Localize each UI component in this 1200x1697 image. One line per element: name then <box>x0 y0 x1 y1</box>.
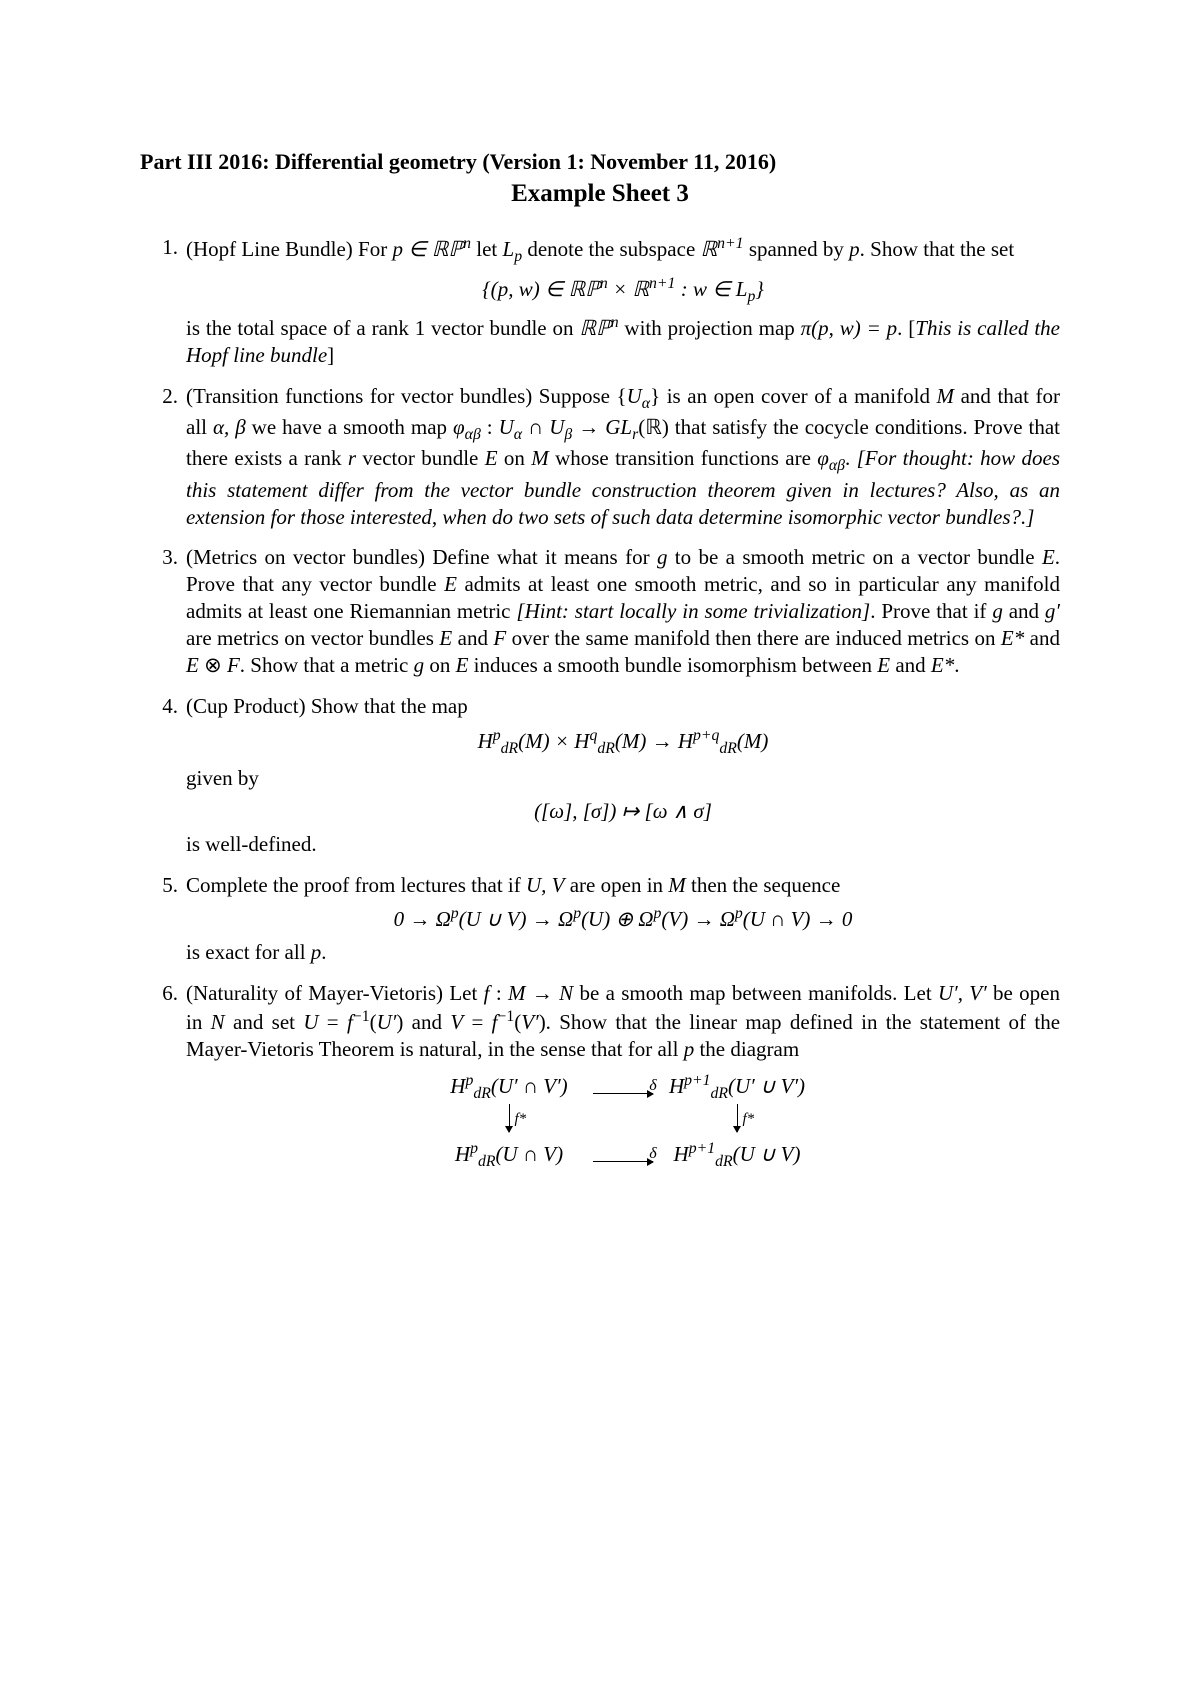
diagram-varrow-left: f* <box>439 1104 579 1139</box>
course-title: Part III 2016: Differential geometry (Ve… <box>140 148 1060 176</box>
problem-number: 3. <box>140 544 186 678</box>
text: . [ <box>897 316 915 340</box>
math: p <box>849 237 860 261</box>
problem-number: 1. <box>140 234 186 368</box>
text: Show that the map <box>306 694 468 718</box>
text: spanned by <box>744 237 850 261</box>
display-equation: {(p, w) ∈ ℝℙn × ℝn+1 : w ∈ Lp} <box>186 274 1060 307</box>
problem-number: 2. <box>140 383 186 531</box>
text: is exact for all p. <box>186 940 327 964</box>
display-equation: ([ω], [σ]) ↦ [ω ∧ σ] <box>186 798 1060 825</box>
diagram-varrow-right: f* <box>667 1104 807 1139</box>
diagram-row-top: HpdR(U′ ∩ V′) δ Hp+1dR(U′ ∪ V′) <box>186 1071 1060 1105</box>
math: Lp <box>503 237 523 261</box>
problem-body: (Metrics on vector bundles) Define what … <box>186 544 1060 678</box>
problem-3: 3. (Metrics on vector bundles) Define wh… <box>140 544 1060 678</box>
problem-body: (Transition functions for vector bundles… <box>186 383 1060 531</box>
problem-body: Complete the proof from lectures that if… <box>186 872 1060 967</box>
problem-body: (Cup Product) Show that the map HpdR(M) … <box>186 693 1060 858</box>
diagram-cell-bl: HpdR(U ∩ V) <box>439 1139 579 1172</box>
math: ℝn+1 <box>701 237 744 261</box>
arrow-label: f* <box>743 1110 755 1129</box>
problem-6: 6. (Naturality of Mayer-Vietoris) Let f … <box>140 980 1060 1181</box>
title-block: Part III 2016: Differential geometry (Ve… <box>140 148 1060 210</box>
diagram-cell-br: Hp+1dR(U ∪ V) <box>667 1139 807 1172</box>
text: with projection map <box>619 316 801 340</box>
diagram-arrow-top: δ <box>593 1074 653 1101</box>
math: p ∈ ℝℙn <box>392 237 471 261</box>
text: let <box>471 237 503 261</box>
diagram-row-mid: f* f* <box>186 1105 1060 1139</box>
text: . Show that the set <box>860 237 1015 261</box>
problem-number: 6. <box>140 980 186 1181</box>
diagram-cell-tl: HpdR(U′ ∩ V′) <box>439 1071 579 1104</box>
problem-2: 2. (Transition functions for vector bund… <box>140 383 1060 531</box>
arrow-label: δ <box>623 1076 683 1096</box>
problem-4: 4. (Cup Product) Show that the map HpdR(… <box>140 693 1060 858</box>
math: π(p, w) = p <box>801 316 898 340</box>
problem-1: 1. (Hopf Line Bundle) For p ∈ ℝℙn let Lp… <box>140 234 1060 368</box>
arrow-label: δ <box>623 1144 683 1164</box>
problem-label: (Hopf Line Bundle) <box>186 237 353 261</box>
problem-5: 5. Complete the proof from lectures that… <box>140 872 1060 967</box>
hint-text: [Hint: start locally in some trivializat… <box>516 599 870 623</box>
text: ] <box>327 343 334 367</box>
problem-label: (Transition functions for vector bundles… <box>186 384 532 408</box>
problem-label: (Cup Product) <box>186 694 306 718</box>
text: is well-defined. <box>186 832 317 856</box>
problem-body: (Naturality of Mayer-Vietoris) Let f : M… <box>186 980 1060 1181</box>
sheet-title: Example Sheet 3 <box>140 178 1060 210</box>
problem-list: 1. (Hopf Line Bundle) For p ∈ ℝℙn let Lp… <box>140 234 1060 1181</box>
text: given by <box>186 766 259 790</box>
display-equation: HpdR(M) × HqdR(M) → Hp+qdR(M) <box>186 726 1060 759</box>
text: Complete the proof from lectures that if… <box>186 873 840 897</box>
page: Part III 2016: Differential geometry (Ve… <box>0 0 1200 1181</box>
diagram-cell-tr: Hp+1dR(U′ ∪ V′) <box>667 1071 807 1104</box>
problem-label: (Metrics on vector bundles) <box>186 545 425 569</box>
diagram-row-bottom: HpdR(U ∩ V) δ Hp+1dR(U ∪ V) <box>186 1139 1060 1173</box>
arrow-label: f* <box>515 1110 527 1129</box>
problem-label: (Naturality of Mayer-Vietoris) <box>186 981 443 1005</box>
text: is the total space of a rank 1 vector bu… <box>186 316 579 340</box>
display-equation: 0 → Ωp(U ∪ V) → Ωp(U) ⊕ Ωp(V) → Ωp(U ∩ V… <box>186 904 1060 933</box>
text: denote the subspace <box>522 237 700 261</box>
problem-number: 4. <box>140 693 186 858</box>
problem-number: 5. <box>140 872 186 967</box>
diagram-arrow-bottom: δ <box>593 1142 653 1169</box>
text: For <box>353 237 393 261</box>
commutative-diagram: HpdR(U′ ∩ V′) δ Hp+1dR(U′ ∪ V′) f* f* Hp… <box>186 1071 1060 1173</box>
math: ℝℙn <box>579 316 618 340</box>
problem-body: (Hopf Line Bundle) For p ∈ ℝℙn let Lp de… <box>186 234 1060 368</box>
